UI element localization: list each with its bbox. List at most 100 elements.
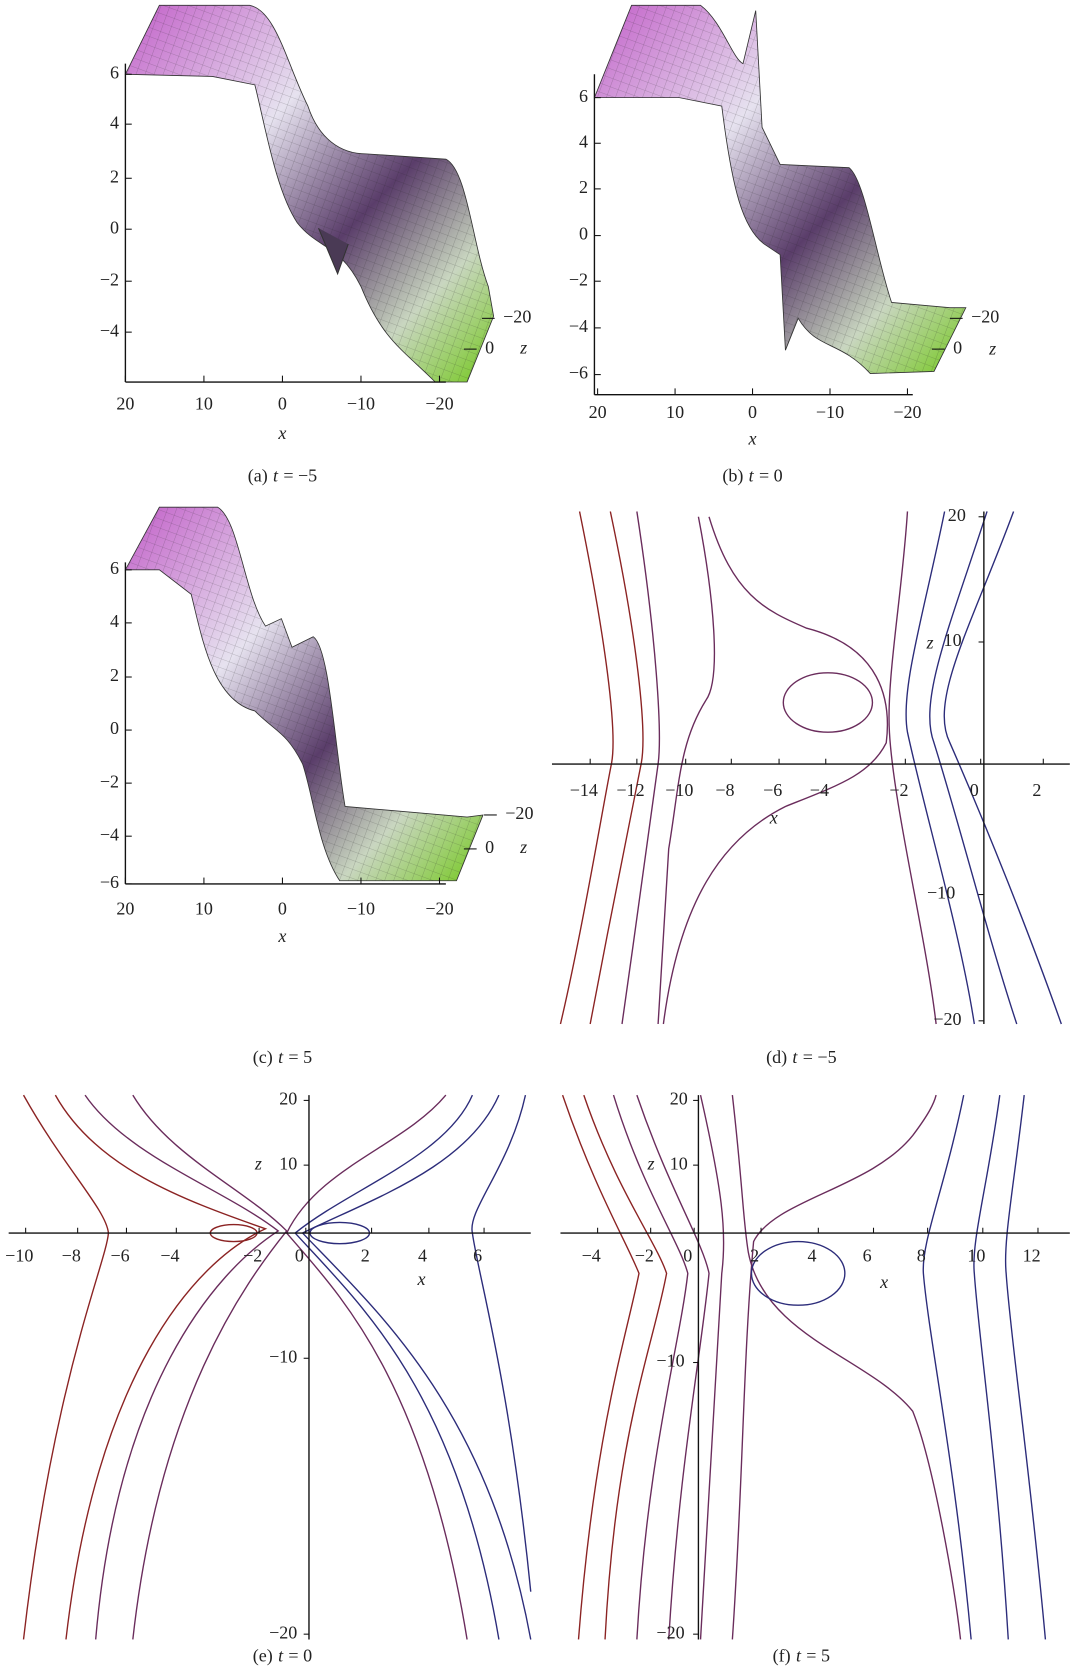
caption-tag: (a): [248, 466, 268, 487]
caption-var: t: [792, 1047, 798, 1067]
y-tick-label: 4: [110, 112, 119, 132]
caption-eq: = 0: [759, 466, 783, 486]
y-tick-label: −4: [569, 316, 588, 336]
x-tick-label: 0: [970, 780, 979, 800]
z-tick-label: 10: [279, 1153, 297, 1173]
x-tick-label: −10: [347, 393, 375, 413]
x-tick-label: −20: [893, 402, 921, 422]
x-tick-label: 10: [195, 899, 213, 919]
x-tick-label: 20: [116, 899, 134, 919]
contours-f: [561, 1094, 1047, 1640]
z-axis-label: z: [254, 1153, 262, 1173]
x-tick-label: 10: [195, 393, 213, 413]
y-tick-label: 2: [110, 166, 119, 186]
x-tick-label: 4: [807, 1246, 816, 1266]
z-axis-label: z: [926, 632, 934, 652]
x-tick-label: −6: [763, 780, 782, 800]
z-tick-label: 10: [670, 1153, 688, 1173]
y-tick-label: 6: [110, 62, 119, 82]
x-tick-label: 8: [917, 1246, 926, 1266]
x-tick-label: 6: [863, 1246, 872, 1266]
x-tick-label: −14: [570, 780, 598, 800]
x-tick-label: −8: [715, 780, 734, 800]
y-tick-label: 0: [110, 217, 119, 237]
z-tick-label: −10: [269, 1346, 297, 1366]
x-tick-label: 0: [295, 1246, 304, 1266]
x-tick-label: 0: [683, 1246, 692, 1266]
caption: (f) t = 5: [773, 1646, 830, 1666]
z-tick-label: −20: [971, 306, 999, 326]
z-axis-label: z: [646, 1153, 654, 1173]
x-tick-label: −4: [810, 780, 829, 800]
contours-d: [559, 511, 1062, 1025]
y-tick-label: −2: [100, 269, 119, 289]
y-tick-label: 6: [110, 558, 119, 578]
caption-var: t: [796, 1646, 802, 1666]
caption-eq: = 5: [806, 1646, 830, 1666]
y-tick-label: −6: [100, 872, 119, 892]
x-axis-label: x: [416, 1269, 425, 1289]
x-tick-label: 2: [1032, 780, 1041, 800]
x-tick-label: 10: [666, 402, 684, 422]
z-axis-label: z: [519, 837, 527, 857]
z-axis-label: z: [988, 338, 996, 358]
y-tick-label: 4: [110, 611, 119, 631]
surface-c: [124, 506, 484, 882]
z-tick-label: 10: [944, 630, 962, 650]
x-tick-label: −20: [425, 899, 453, 919]
x-tick-label: −10: [347, 899, 375, 919]
x-axis-label: x: [277, 423, 286, 443]
y-tick-label: −6: [569, 363, 588, 383]
caption-var: t: [278, 1646, 284, 1666]
x-axis-label: x: [879, 1272, 888, 1292]
z-tick-label: 0: [485, 337, 494, 357]
caption: (c) t = 5: [253, 1047, 312, 1068]
caption-tag: (d): [766, 1047, 787, 1068]
z-tick-label: −20: [505, 803, 533, 823]
caption-var: t: [278, 1047, 284, 1067]
x-tick-label: 2: [750, 1246, 759, 1266]
x-tick-label: 2: [361, 1246, 370, 1266]
x-tick-label: −10: [5, 1246, 33, 1266]
x-tick-label: −2: [635, 1246, 654, 1266]
y-tick-label: 2: [579, 177, 588, 197]
x-tick-label: 4: [418, 1246, 427, 1266]
x-tick-label: −6: [111, 1246, 130, 1266]
caption: (a) t = −5: [248, 466, 317, 487]
x-tick-label: −2: [889, 780, 908, 800]
x-tick-label: −12: [616, 780, 644, 800]
caption-tag: (f): [773, 1646, 791, 1666]
caption-eq: = −5: [803, 1047, 837, 1067]
z-tick-label: 20: [670, 1089, 688, 1109]
y-tick-label: −2: [100, 771, 119, 791]
caption-eq: = 5: [288, 1047, 312, 1067]
x-tick-label: −10: [665, 780, 693, 800]
surface-b: [593, 4, 967, 374]
z-tick-label: −20: [269, 1622, 297, 1642]
caption-eq: = −5: [283, 466, 317, 486]
x-tick-label: −2: [243, 1246, 262, 1266]
z-tick-label: 20: [279, 1089, 297, 1109]
x-axis-label: x: [769, 807, 778, 827]
x-tick-label: −20: [425, 393, 453, 413]
caption: (e) t = 0: [253, 1646, 312, 1666]
x-tick-label: 0: [748, 402, 757, 422]
y-tick-label: 6: [579, 86, 588, 106]
x-tick-label: −8: [62, 1246, 81, 1266]
x-tick-label: −4: [160, 1246, 179, 1266]
x-tick-label: 0: [278, 393, 287, 413]
x-tick-label: −4: [582, 1246, 601, 1266]
x-tick-label: 20: [589, 402, 607, 422]
z-tick-label: −20: [503, 306, 531, 326]
z-tick-label: 20: [948, 505, 966, 525]
y-tick-label: 0: [110, 718, 119, 738]
x-tick-label: 6: [473, 1246, 482, 1266]
y-tick-label: 0: [579, 224, 588, 244]
z-tick-label: 0: [953, 337, 962, 357]
